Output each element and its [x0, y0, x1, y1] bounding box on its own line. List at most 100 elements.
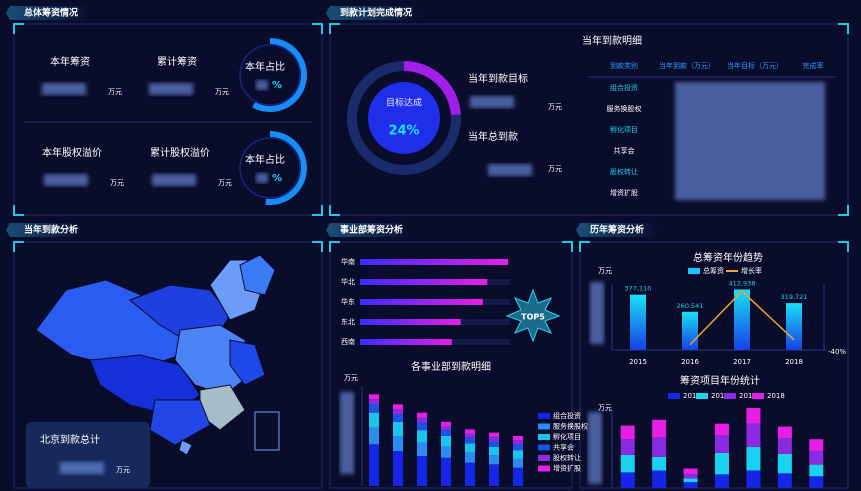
legend-key: [752, 393, 764, 399]
bar-segment: [809, 450, 824, 465]
bar-segment: [417, 430, 427, 443]
table-header: 到款类别: [610, 61, 638, 70]
panel-title: 事业部筹资分析: [340, 224, 403, 236]
legend-key: [538, 444, 550, 451]
bar-segment: [620, 425, 635, 440]
blurred-table-values: [340, 82, 825, 484]
top5-badge: [505, 288, 561, 343]
bar-segment: [369, 394, 379, 400]
bar-segment: [393, 436, 403, 451]
unit: 万元: [218, 179, 232, 187]
bar: [360, 339, 452, 345]
legend-label: 孵化项目: [553, 432, 581, 441]
panel-title: 总体筹资情况: [24, 7, 78, 19]
bar-segment: [369, 427, 379, 445]
bar: [360, 279, 488, 285]
chart-title: 各事业部到款明细: [411, 360, 491, 373]
table-cell: 股权转让: [610, 167, 638, 176]
bar: [360, 299, 483, 305]
bar-segment: [777, 438, 792, 454]
legend-label: 2016: [711, 392, 729, 400]
ratio-unit: %: [272, 80, 282, 91]
bar-segment: [715, 435, 729, 453]
blurred-value: [149, 83, 193, 95]
bar-segment: [777, 453, 792, 474]
bar-segment: [393, 421, 403, 436]
category-label: 西南: [341, 337, 355, 346]
gauge-arc: [265, 131, 307, 205]
bar-segment: [513, 467, 523, 486]
value-label: 412,938: [729, 279, 756, 287]
x-tick-label: 2016: [681, 358, 699, 366]
bar-segment: [809, 439, 824, 451]
gauge-arc: [252, 38, 307, 112]
bar-segment: [652, 419, 667, 438]
bar-segment: [465, 429, 475, 434]
bar: [734, 289, 750, 350]
blurred-value: [42, 83, 86, 95]
bar-segment: [441, 421, 451, 426]
y2-tick-label: -40%: [828, 348, 846, 356]
bar-segment: [746, 470, 761, 488]
category-label: 华东: [341, 297, 355, 306]
x-tick-label: 2015: [629, 358, 647, 366]
legend-key: [538, 434, 550, 440]
bar-segment: [489, 446, 499, 456]
blurred-value: [152, 174, 196, 186]
bar-segment: [809, 464, 824, 477]
bar-segment: [441, 457, 451, 486]
table-title: 当年到款明细: [582, 34, 642, 47]
legend-label: 2015: [683, 392, 701, 400]
ratio-unit: %: [272, 173, 282, 184]
bar-segment: [417, 442, 427, 456]
growth-line: [689, 290, 795, 346]
bar-segment: [715, 423, 729, 436]
legend-key: [538, 423, 550, 430]
blurred-value: [256, 173, 268, 183]
arrival-label: 当年到款目标: [468, 72, 528, 85]
y-unit: 万元: [344, 374, 358, 382]
legend-label: 总筹资: [703, 266, 724, 275]
bar-segment: [417, 456, 427, 486]
legend-label: 2018: [767, 392, 785, 400]
bar-segment: [417, 417, 427, 423]
bar-segment: [369, 399, 379, 405]
bar-segment: [489, 432, 499, 437]
bar-segment: [417, 422, 427, 431]
unit: 万元: [116, 466, 130, 474]
bar-segment: [465, 443, 475, 453]
legend-key: [688, 268, 700, 274]
unit: 万元: [548, 103, 562, 111]
bar-segment: [715, 474, 729, 488]
legend-key: [538, 413, 550, 419]
ratio-label: 本年占比: [245, 153, 285, 166]
legend-label: 2017: [739, 392, 757, 400]
legend-key: [724, 393, 736, 399]
bar-segment: [489, 464, 499, 486]
panel-title: 当年到款分析: [24, 224, 78, 236]
bar-segment: [513, 436, 523, 441]
bar-segment: [465, 462, 475, 486]
bar-segment: [393, 414, 403, 422]
ring-value: 24%: [388, 124, 419, 139]
bar-segment: [369, 412, 379, 428]
blurred-value: [256, 80, 268, 90]
ratio-label: 本年占比: [245, 60, 285, 73]
bar-segment: [652, 470, 667, 488]
legend-key: [538, 465, 550, 472]
unit: 万元: [548, 165, 562, 173]
category-label: 华南: [341, 257, 355, 266]
y-unit: 万元: [598, 404, 612, 412]
bar-segment: [620, 439, 635, 455]
legend-label: 服务换股权: [553, 422, 588, 431]
bar-segment: [746, 447, 761, 471]
unit: 万元: [108, 88, 122, 96]
legend-label: 增资扩股: [553, 464, 581, 473]
panel-title: 到款计划完成情况: [340, 7, 412, 19]
bar-segment: [393, 451, 403, 486]
gauge-bg: [239, 44, 301, 106]
bar-segment: [369, 444, 379, 486]
gauge-bg: [239, 137, 301, 199]
blurred-value: [60, 462, 104, 474]
